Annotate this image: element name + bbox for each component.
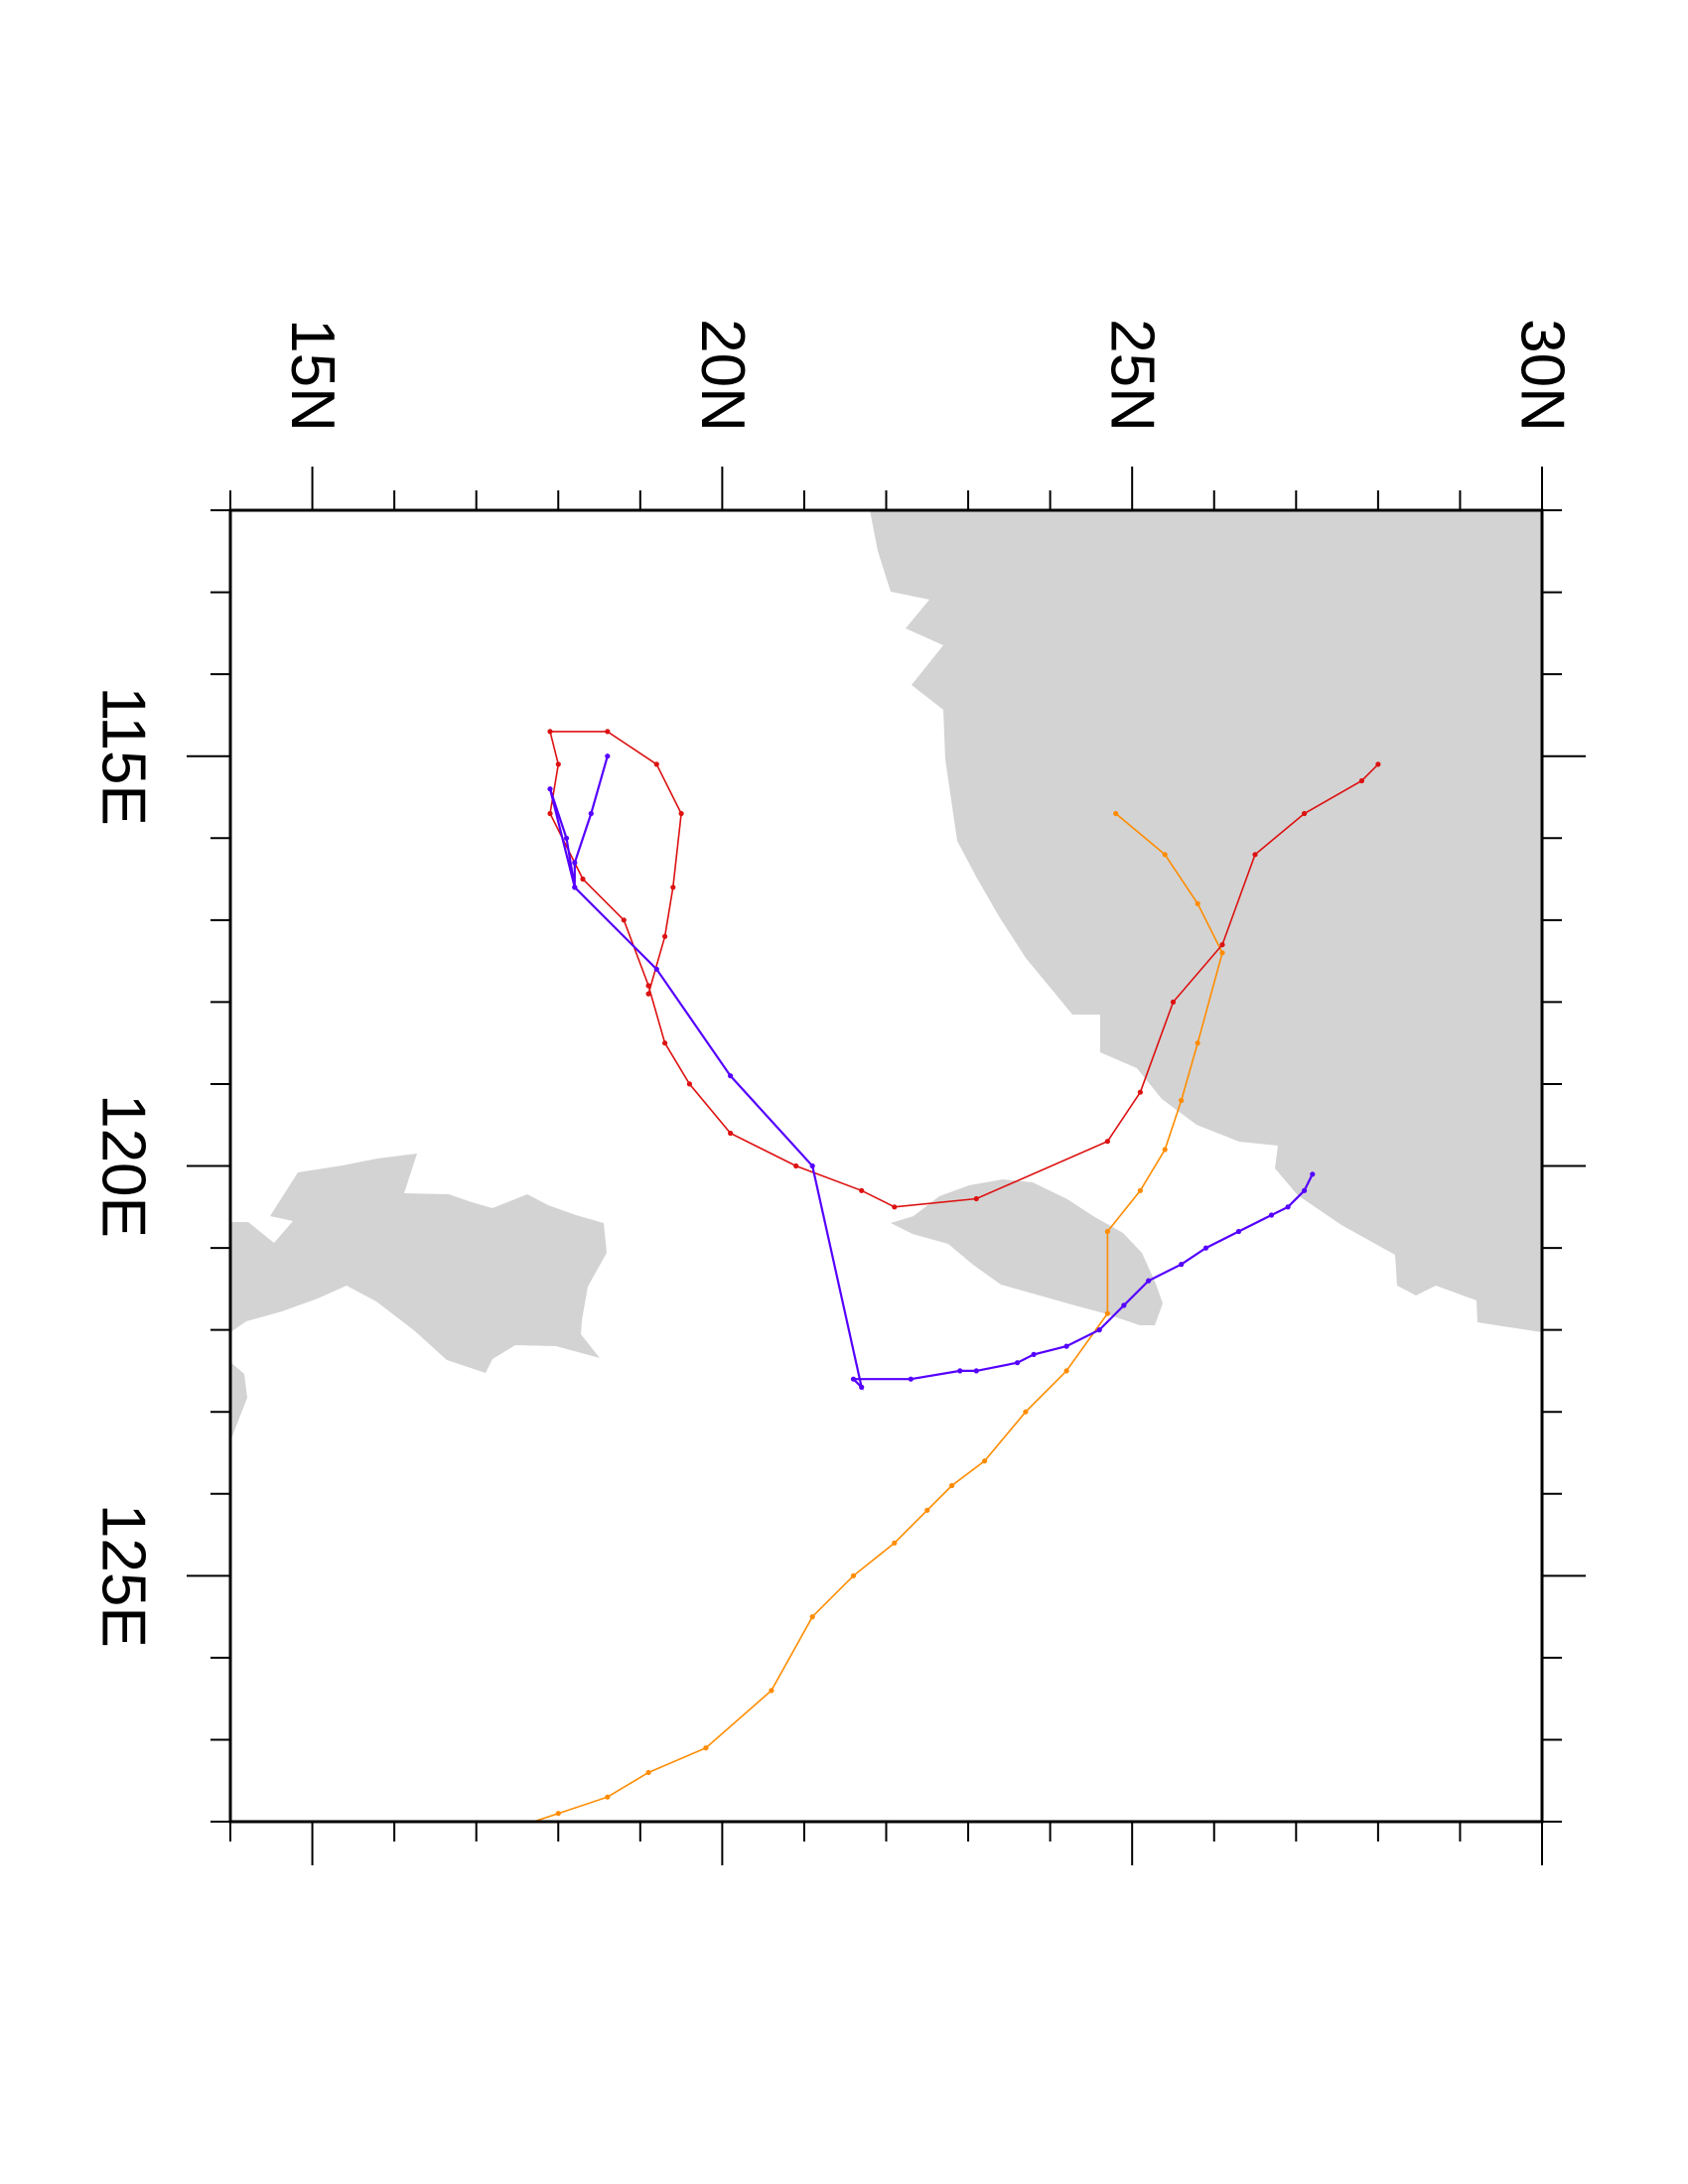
track-point xyxy=(1113,810,1119,817)
track-point xyxy=(605,753,611,759)
track-point xyxy=(1162,1147,1168,1153)
lon-label: 125E xyxy=(89,1504,158,1648)
track-point xyxy=(547,729,553,735)
track-point xyxy=(670,885,676,890)
track-point xyxy=(653,966,659,972)
track-point xyxy=(1375,761,1381,767)
track-point xyxy=(662,1040,668,1046)
track-point xyxy=(1146,1278,1152,1284)
track-point xyxy=(555,1811,561,1817)
track-point xyxy=(859,1384,865,1390)
track-point xyxy=(1285,1204,1291,1210)
luzon-south-land xyxy=(230,1362,247,1441)
track-point xyxy=(973,1195,979,1202)
track-point xyxy=(588,810,594,817)
track-point xyxy=(728,1073,734,1079)
track-point xyxy=(949,1482,955,1489)
track-point xyxy=(1015,1360,1021,1366)
lat-label: 30N xyxy=(1508,319,1577,432)
track-point xyxy=(908,1376,914,1382)
lon-label: 115E xyxy=(89,687,158,826)
track-point xyxy=(1358,777,1364,784)
track-point xyxy=(728,1130,734,1137)
track-point xyxy=(1023,1409,1029,1415)
track-point xyxy=(506,1828,511,1833)
track-point xyxy=(572,885,578,890)
track-point xyxy=(1162,852,1168,858)
axis-ticks xyxy=(187,467,1586,1865)
track-point xyxy=(547,786,553,792)
track-point xyxy=(1179,1262,1185,1268)
track-point xyxy=(1310,1171,1316,1177)
track-point xyxy=(645,991,651,997)
luzon-land xyxy=(230,1154,607,1373)
track-point xyxy=(809,1162,815,1169)
track-point xyxy=(793,1162,799,1169)
track-point xyxy=(1252,852,1258,858)
track-point xyxy=(1096,1327,1102,1333)
track-point xyxy=(769,1688,774,1694)
track-point xyxy=(892,1540,898,1546)
track-point xyxy=(1170,999,1177,1006)
track-point xyxy=(850,1376,857,1382)
track-point xyxy=(703,1745,709,1751)
taiwan-land xyxy=(891,1179,1163,1325)
track-point xyxy=(850,1572,857,1578)
track-point xyxy=(1121,1302,1127,1308)
track-point xyxy=(1031,1351,1037,1357)
track-point xyxy=(957,1368,963,1374)
lat-label: 25N xyxy=(1098,319,1167,432)
track-point xyxy=(645,983,651,989)
track-point xyxy=(924,1507,930,1513)
track-point xyxy=(1268,1212,1275,1218)
track-point xyxy=(973,1368,979,1374)
track-point xyxy=(572,860,578,866)
lat-label: 20N xyxy=(688,319,757,432)
track-point xyxy=(1063,1343,1069,1349)
track-point xyxy=(1063,1368,1069,1374)
track-point xyxy=(653,761,659,767)
track-point xyxy=(1302,810,1308,817)
track-point xyxy=(563,835,570,841)
track-point xyxy=(1195,1040,1200,1046)
track-point xyxy=(605,1794,611,1800)
track-point xyxy=(1219,950,1225,956)
track-point xyxy=(1137,1089,1143,1095)
track-line-1 xyxy=(530,812,1223,1822)
track-line-3 xyxy=(548,755,1314,1391)
track-point xyxy=(662,933,668,939)
track-point xyxy=(1195,900,1200,906)
lon-label: 120E xyxy=(89,1094,158,1238)
track-point xyxy=(621,917,627,923)
track-point xyxy=(1179,1097,1185,1104)
track-point xyxy=(1219,942,1225,948)
track-point xyxy=(580,876,586,883)
track-point xyxy=(982,1458,988,1464)
track-point xyxy=(645,1769,651,1776)
track-point xyxy=(1104,1139,1110,1145)
storm-tracks xyxy=(506,729,1381,1833)
track-point xyxy=(605,729,611,735)
axis-labels: 15N 20N 25N 30N 115E 120E 125E xyxy=(89,319,1577,1648)
track-point xyxy=(1137,1187,1143,1193)
track-point xyxy=(859,1187,865,1193)
track-point xyxy=(892,1204,898,1210)
lat-label: 15N xyxy=(278,319,347,432)
track-point xyxy=(1104,1310,1110,1316)
track-point xyxy=(1104,1228,1110,1235)
track-point xyxy=(1235,1228,1242,1235)
track-point xyxy=(686,1081,693,1087)
track-point xyxy=(1302,1187,1308,1193)
track-point xyxy=(547,810,553,817)
track-point xyxy=(678,810,684,817)
track-point xyxy=(1202,1245,1209,1251)
track-point xyxy=(555,761,561,767)
track-point xyxy=(809,1614,815,1620)
